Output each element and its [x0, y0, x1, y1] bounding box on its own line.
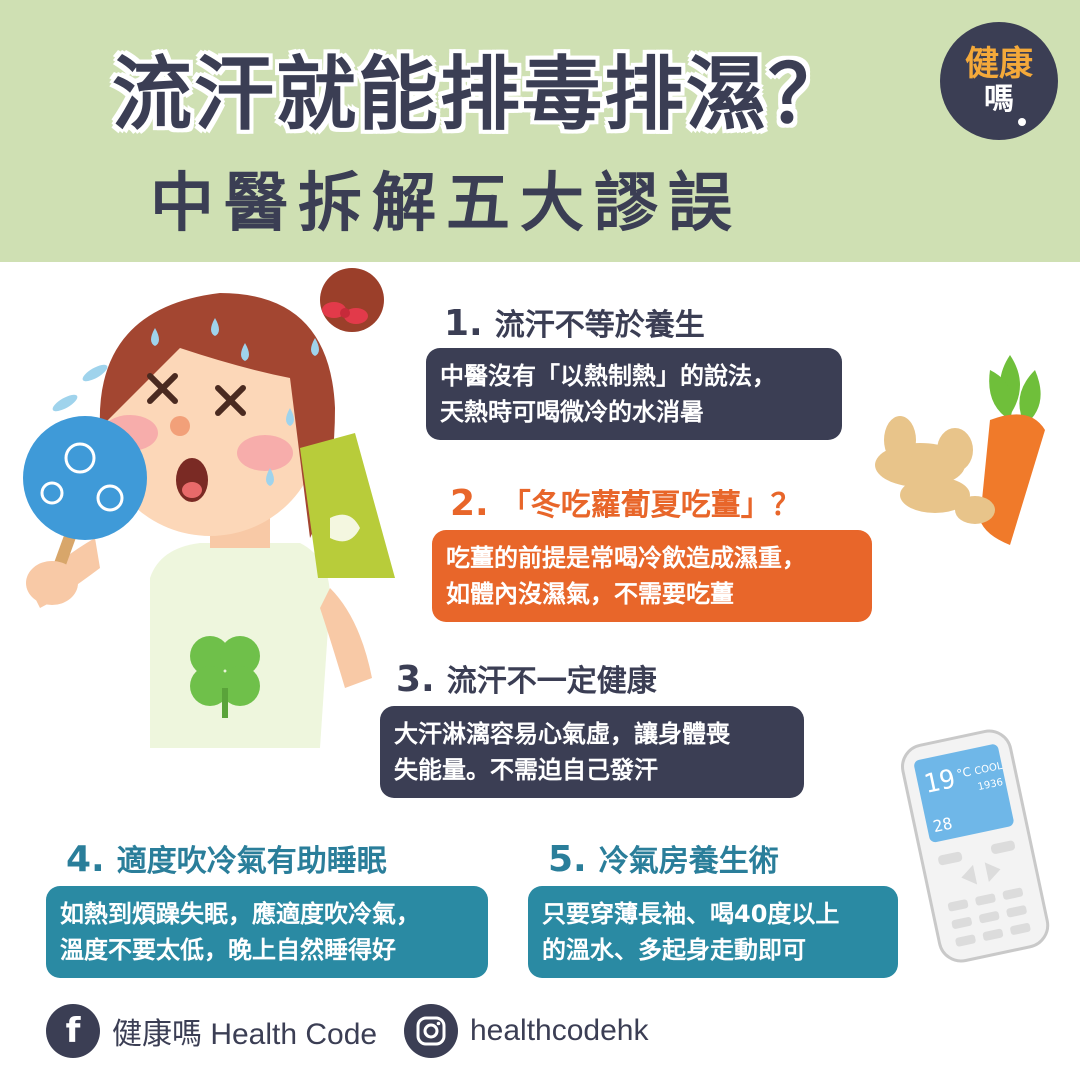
- facebook-icon: f: [46, 1004, 100, 1058]
- item-2-title: 2. 「冬吃蘿蔔夏吃薑」？: [450, 480, 801, 524]
- item-2-number: 2.: [450, 483, 489, 524]
- item-3-number: 3.: [396, 659, 435, 700]
- header-banner: [0, 0, 1080, 262]
- item-1-number: 1.: [444, 303, 483, 344]
- item-5-line2: 的溫水、多起身走動即可: [542, 936, 806, 964]
- item-5-box: 只要穿薄長袖、喝40度以上 的溫水、多起身走動即可: [528, 886, 898, 978]
- item-5-number: 5.: [548, 839, 587, 880]
- item-1-line2: 天熱時可喝微冷的水消暑: [440, 398, 704, 426]
- logo-dot: [1018, 118, 1026, 126]
- page-subtitle: 中醫拆解五大謬誤: [150, 167, 742, 241]
- item-1-title-text: 流汗不等於養生: [494, 308, 705, 343]
- item-3-title: 3. 流汗不一定健康: [396, 656, 657, 700]
- item-4-title-text: 適度吹冷氣有助睡眠: [116, 844, 387, 879]
- item-1-box: 中醫沒有「以熱制熱」的說法， 天熱時可喝微冷的水消暑: [426, 348, 842, 440]
- ac-remote-illustration: 19 °C COOL 1936 28: [901, 729, 1050, 963]
- item-4-line2: 溫度不要太低，晚上自然睡得好: [60, 936, 396, 964]
- item-4-number: 4.: [66, 839, 105, 880]
- item-4-box: 如熱到煩躁失眠，應適度吹冷氣， 溫度不要太低，晚上自然睡得好: [46, 886, 488, 978]
- item-5-line1: 只要穿薄長袖、喝40度以上: [542, 900, 840, 928]
- facebook-page-name: 健康嗎 Health Code: [112, 1018, 378, 1051]
- item-4-title: 4. 適度吹冷氣有助睡眠: [66, 836, 387, 880]
- instagram-icon: [404, 1004, 458, 1058]
- ginger-carrot-illustration: [875, 355, 1045, 545]
- item-2-line1: 吃薑的前提是常喝冷飲造成濕重，: [446, 544, 806, 572]
- item-2-line2: 如體內沒濕氣，不需要吃薑: [446, 580, 734, 608]
- sweating-girl-illustration: [23, 268, 395, 748]
- remote-unit: °C: [955, 764, 972, 781]
- item-5-title: 5. 冷氣房養生術: [548, 836, 779, 880]
- item-4-line1: 如熱到煩躁失眠，應適度吹冷氣，: [60, 900, 420, 928]
- remote-small: 1936: [977, 777, 1004, 793]
- item-5-title-text: 冷氣房養生術: [598, 844, 779, 879]
- item-3-line1: 大汗淋漓容易心氣虛，讓身體喪: [394, 720, 730, 748]
- item-2-title-text: 「冬吃蘿蔔夏吃薑」？: [500, 488, 801, 523]
- item-2-box: 吃薑的前提是常喝冷飲造成濕重， 如體內沒濕氣，不需要吃薑: [432, 530, 872, 622]
- logo-text-bottom: 嗎: [984, 82, 1014, 117]
- footer-instagram[interactable]: healthcodehk: [404, 1004, 648, 1058]
- item-3-box: 大汗淋漓容易心氣虛，讓身體喪 失能量。不需迫自己發汗: [380, 706, 804, 798]
- item-1-line1: 中醫沒有「以熱制熱」的說法，: [440, 362, 776, 390]
- clover-icon: [190, 636, 260, 718]
- footer-facebook[interactable]: f 健康嗎 Health Code: [46, 1004, 377, 1058]
- item-3-title-text: 流汗不一定健康: [446, 664, 657, 699]
- remote-temp: 19: [921, 764, 958, 800]
- snowflake-fan: [23, 416, 147, 540]
- item-3-line2: 失能量。不需迫自己發汗: [394, 756, 658, 784]
- brand-logo: 健康 嗎: [940, 22, 1058, 140]
- logo-text-top: 健康: [965, 44, 1033, 84]
- page-title: 流汗就能排毒排濕？: [112, 48, 850, 141]
- hair-bow: [322, 302, 368, 324]
- item-1-title: 1. 流汗不等於養生: [444, 300, 705, 344]
- instagram-handle: healthcodehk: [470, 1014, 649, 1047]
- remote-lower: 28: [931, 814, 954, 837]
